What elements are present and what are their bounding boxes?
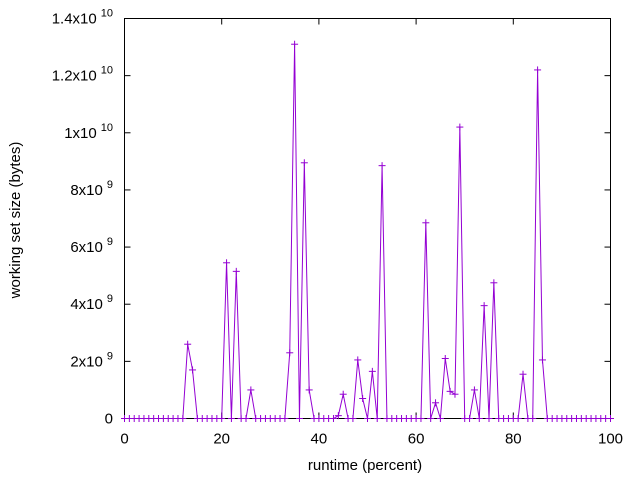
data-point [456,123,464,131]
data-point [223,259,231,267]
data-point [446,387,454,395]
data-point [359,395,367,402]
data-point [490,279,498,287]
y-axis-label: working set size (bytes) [7,142,24,300]
data-point [227,415,235,422]
y-tick-exponent: 9 [107,293,113,305]
data-point [466,415,474,422]
data-point [485,415,493,422]
data-point [349,415,357,422]
data-point [534,66,542,74]
x-tick-label: 100 [598,431,623,448]
y-tick-mantissa: 0 [105,411,113,428]
y-tick-label: 6x10 9 [70,236,113,256]
data-point [436,415,444,422]
x-tick-label: 0 [120,431,128,448]
x-tick-label: 80 [505,431,522,448]
data-point [339,390,347,398]
data-point [334,412,342,420]
y-tick-label: 0 [105,411,113,428]
data-point [529,415,537,422]
data-point [538,356,546,364]
y-tick-exponent: 10 [101,122,113,134]
data-point [470,386,478,394]
y-tick-exponent: 9 [107,236,113,248]
data-point [514,415,522,422]
y-tick-label: 4x10 9 [70,293,113,313]
data-point [607,415,614,422]
data-point [432,399,440,407]
data-point [417,415,425,422]
data-point [291,40,299,48]
y-tick-mantissa: 2x10 [70,353,103,370]
data-point [519,370,527,378]
y-tick-mantissa: 8x10 [70,182,103,199]
x-axis-label: runtime (percent) [308,457,422,474]
x-tick-label: 60 [408,431,425,448]
data-point [281,415,289,422]
data-point [184,340,192,348]
x-ticks: 0 20 40 60 80 100 [120,18,623,448]
data-point [329,415,337,422]
y-tick-label: 8x10 9 [70,179,113,199]
y-tick-exponent: 9 [107,179,113,191]
data-point [179,415,187,422]
data-point [451,390,459,398]
y-tick-exponent: 10 [101,8,113,20]
x-tick-label: 40 [311,431,328,448]
y-tick-label: 1.2x10 10 [52,65,113,85]
data-point [242,415,250,422]
data-point [247,386,255,394]
y-tick-mantissa: 1.2x10 [52,68,97,85]
series-line [124,44,611,419]
y-tick-exponent: 9 [107,350,113,362]
y-tick-mantissa: 6x10 [70,239,103,256]
x-tick-label: 20 [213,431,230,448]
data-point [300,159,308,167]
y-tick-label: 2x10 9 [70,350,113,370]
y-tick-label: 1.4x10 10 [52,8,113,28]
series-layer [121,40,614,422]
data-point [378,162,386,170]
data-point [354,356,362,364]
y-tick-label: 1x10 10 [64,122,113,142]
data-point [218,415,226,422]
data-point [427,415,435,422]
data-point [232,267,240,275]
data-point [368,367,376,375]
data-point [364,415,371,422]
data-point [305,386,313,394]
y-tick-exponent: 10 [101,65,113,77]
data-point [441,355,449,362]
data-point [286,349,294,357]
y-tick-mantissa: 1.4x10 [52,11,97,28]
data-point [480,302,488,310]
data-point [373,415,381,422]
data-point [295,415,303,422]
data-point [189,366,197,374]
y-tick-mantissa: 4x10 [70,296,103,313]
data-point [422,219,430,227]
data-point [475,415,483,422]
y-tick-mantissa: 1x10 [64,125,97,142]
